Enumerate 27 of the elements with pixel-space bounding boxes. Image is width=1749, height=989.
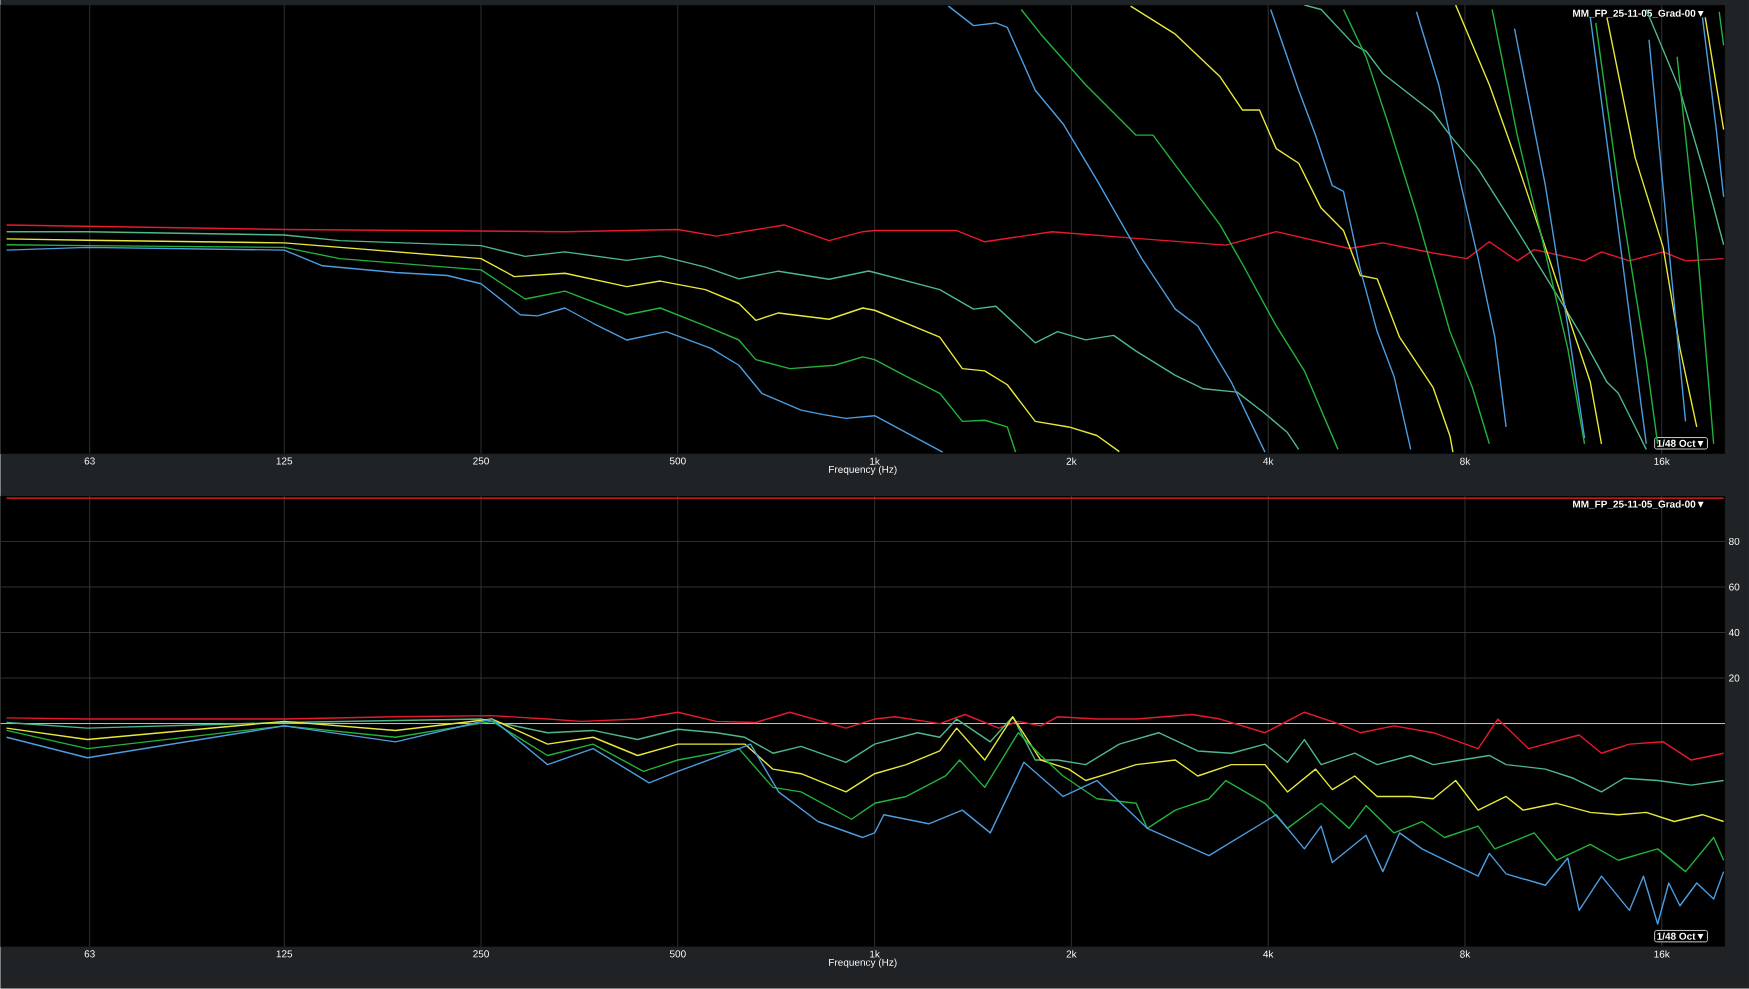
x-tick-label: 250 [473,950,489,958]
y-tick-label: 20 [1729,674,1740,682]
y-tick-label: 40 [1728,629,1740,637]
x-tick-label: 16k [1654,457,1670,465]
x-tick-label: 500 [669,950,686,958]
y-tick-label: 60 [1729,583,1740,591]
x-tick-label: 125 [276,457,293,465]
x-axis-title: Frequency (Hz) [829,958,897,968]
x-tick-label: 125 [276,950,293,958]
x-axis-title: Frequency (Hz) [829,465,897,476]
x-tick-label: 2k [1066,457,1077,465]
x-tick-label: 63 [84,457,95,465]
x-tick-label: 16k [1654,950,1670,958]
x-tick-label: 63 [84,950,95,958]
x-tick-label: 500 [669,457,686,465]
x-tick-label: 2k [1066,950,1077,958]
x-tick-label: 250 [473,457,489,465]
x-tick-label: 1k [870,950,880,958]
x-tick-label: 4k [1263,457,1274,465]
annotation: MM_FP_25-11-05_Grad-00▼ [1573,500,1704,509]
x-tick-label: 4k [1263,950,1274,958]
x-tick-label: 1k [870,457,880,465]
x-tick-label: 8k [1460,950,1471,958]
y-tick-label: 80 [1729,538,1740,546]
x-tick-label: 8k [1460,457,1471,465]
annotation: 1/48 Oct▼ [1657,439,1704,448]
annotation: 1/48 Oct▼ [1657,932,1704,940]
